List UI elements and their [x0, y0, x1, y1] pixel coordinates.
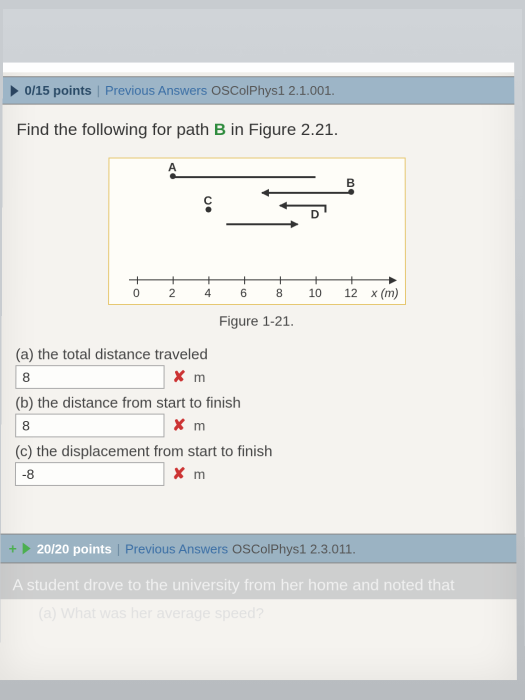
- part-b-text: (b) the distance from start to finish: [15, 395, 498, 412]
- wrong-icon: ✘: [172, 416, 185, 436]
- axis-tick-label: 2: [169, 286, 176, 300]
- axis-tick: [351, 276, 352, 284]
- monitor-screen: 0/15 points | Previous Answers OSColPhys…: [0, 9, 525, 700]
- figure-caption: Figure 1-21.: [16, 313, 498, 329]
- part-a-answer-row: ✘ m: [15, 365, 497, 389]
- axis-tick-label: 12: [344, 286, 357, 300]
- part-b-unit: m: [194, 418, 206, 434]
- path-arrow: [262, 192, 351, 194]
- path-arrow: [226, 223, 297, 225]
- q2-prompt: A student drove to the university from h…: [0, 563, 516, 599]
- axis-tick-label: 0: [133, 286, 140, 300]
- q2-source: OSColPhys1 2.3.011.: [232, 541, 356, 556]
- path-join: [324, 205, 326, 213]
- axis-tick-label: 10: [308, 286, 321, 300]
- path-label: D: [311, 208, 320, 222]
- path-label: B: [346, 176, 355, 190]
- figure-2-21: 0 2 4 6 8 10 12 x (m) A B C D: [108, 158, 406, 305]
- part-b-input[interactable]: [15, 414, 164, 438]
- chevron-right-icon: [11, 85, 19, 97]
- previous-answers-link[interactable]: Previous Answers: [105, 83, 207, 98]
- path-label: C: [204, 194, 213, 208]
- wrong-icon: ✘: [172, 464, 185, 484]
- webassign-page: 0/15 points | Previous Answers OSColPhys…: [0, 63, 517, 680]
- wrong-icon: ✘: [172, 367, 185, 387]
- question-1-banner: 0/15 points | Previous Answers OSColPhys…: [3, 76, 515, 104]
- part-a-text: (a) the total distance traveled: [15, 346, 497, 363]
- q1-points: 0/15 points: [25, 83, 92, 98]
- axis-tick-label: 4: [205, 286, 212, 300]
- axis-tick-label: 8: [276, 286, 283, 300]
- previous-answers-link[interactable]: Previous Answers: [125, 541, 228, 556]
- q1-source: OSColPhys1 2.1.001.: [211, 83, 335, 98]
- axis-tick-label: 6: [240, 286, 247, 300]
- path-arrow: [279, 205, 324, 207]
- question-2-banner: + 20/20 points | Previous Answers OSColP…: [1, 534, 517, 564]
- part-c-input[interactable]: [15, 462, 164, 486]
- axis-tick: [244, 276, 245, 284]
- q2-points: 20/20 points: [37, 541, 112, 556]
- axis-tick: [279, 276, 280, 284]
- axis-tick: [172, 276, 173, 284]
- part-c-unit: m: [194, 466, 206, 482]
- axis-tick: [208, 276, 209, 284]
- axis-tick: [315, 276, 316, 284]
- path-arrow: [172, 176, 315, 178]
- x-axis: [128, 279, 392, 280]
- chevron-right-icon: [23, 543, 31, 555]
- q2-part-a: (a) What was her average speed?: [0, 599, 516, 622]
- x-axis-label: x (m): [371, 286, 398, 300]
- part-c-text: (c) the displacement from start to finis…: [15, 443, 498, 460]
- part-a-unit: m: [194, 369, 206, 385]
- q1-content: Find the following for path B in Figure …: [1, 105, 516, 504]
- part-c-answer-row: ✘ m: [15, 462, 498, 486]
- part-b-answer-row: ✘ m: [15, 414, 498, 438]
- part-a-input[interactable]: [15, 365, 164, 389]
- path-label: A: [168, 160, 177, 174]
- plus-icon: +: [9, 541, 17, 557]
- q1-prompt: Find the following for path B in Figure …: [16, 120, 496, 140]
- axis-tick: [136, 276, 137, 284]
